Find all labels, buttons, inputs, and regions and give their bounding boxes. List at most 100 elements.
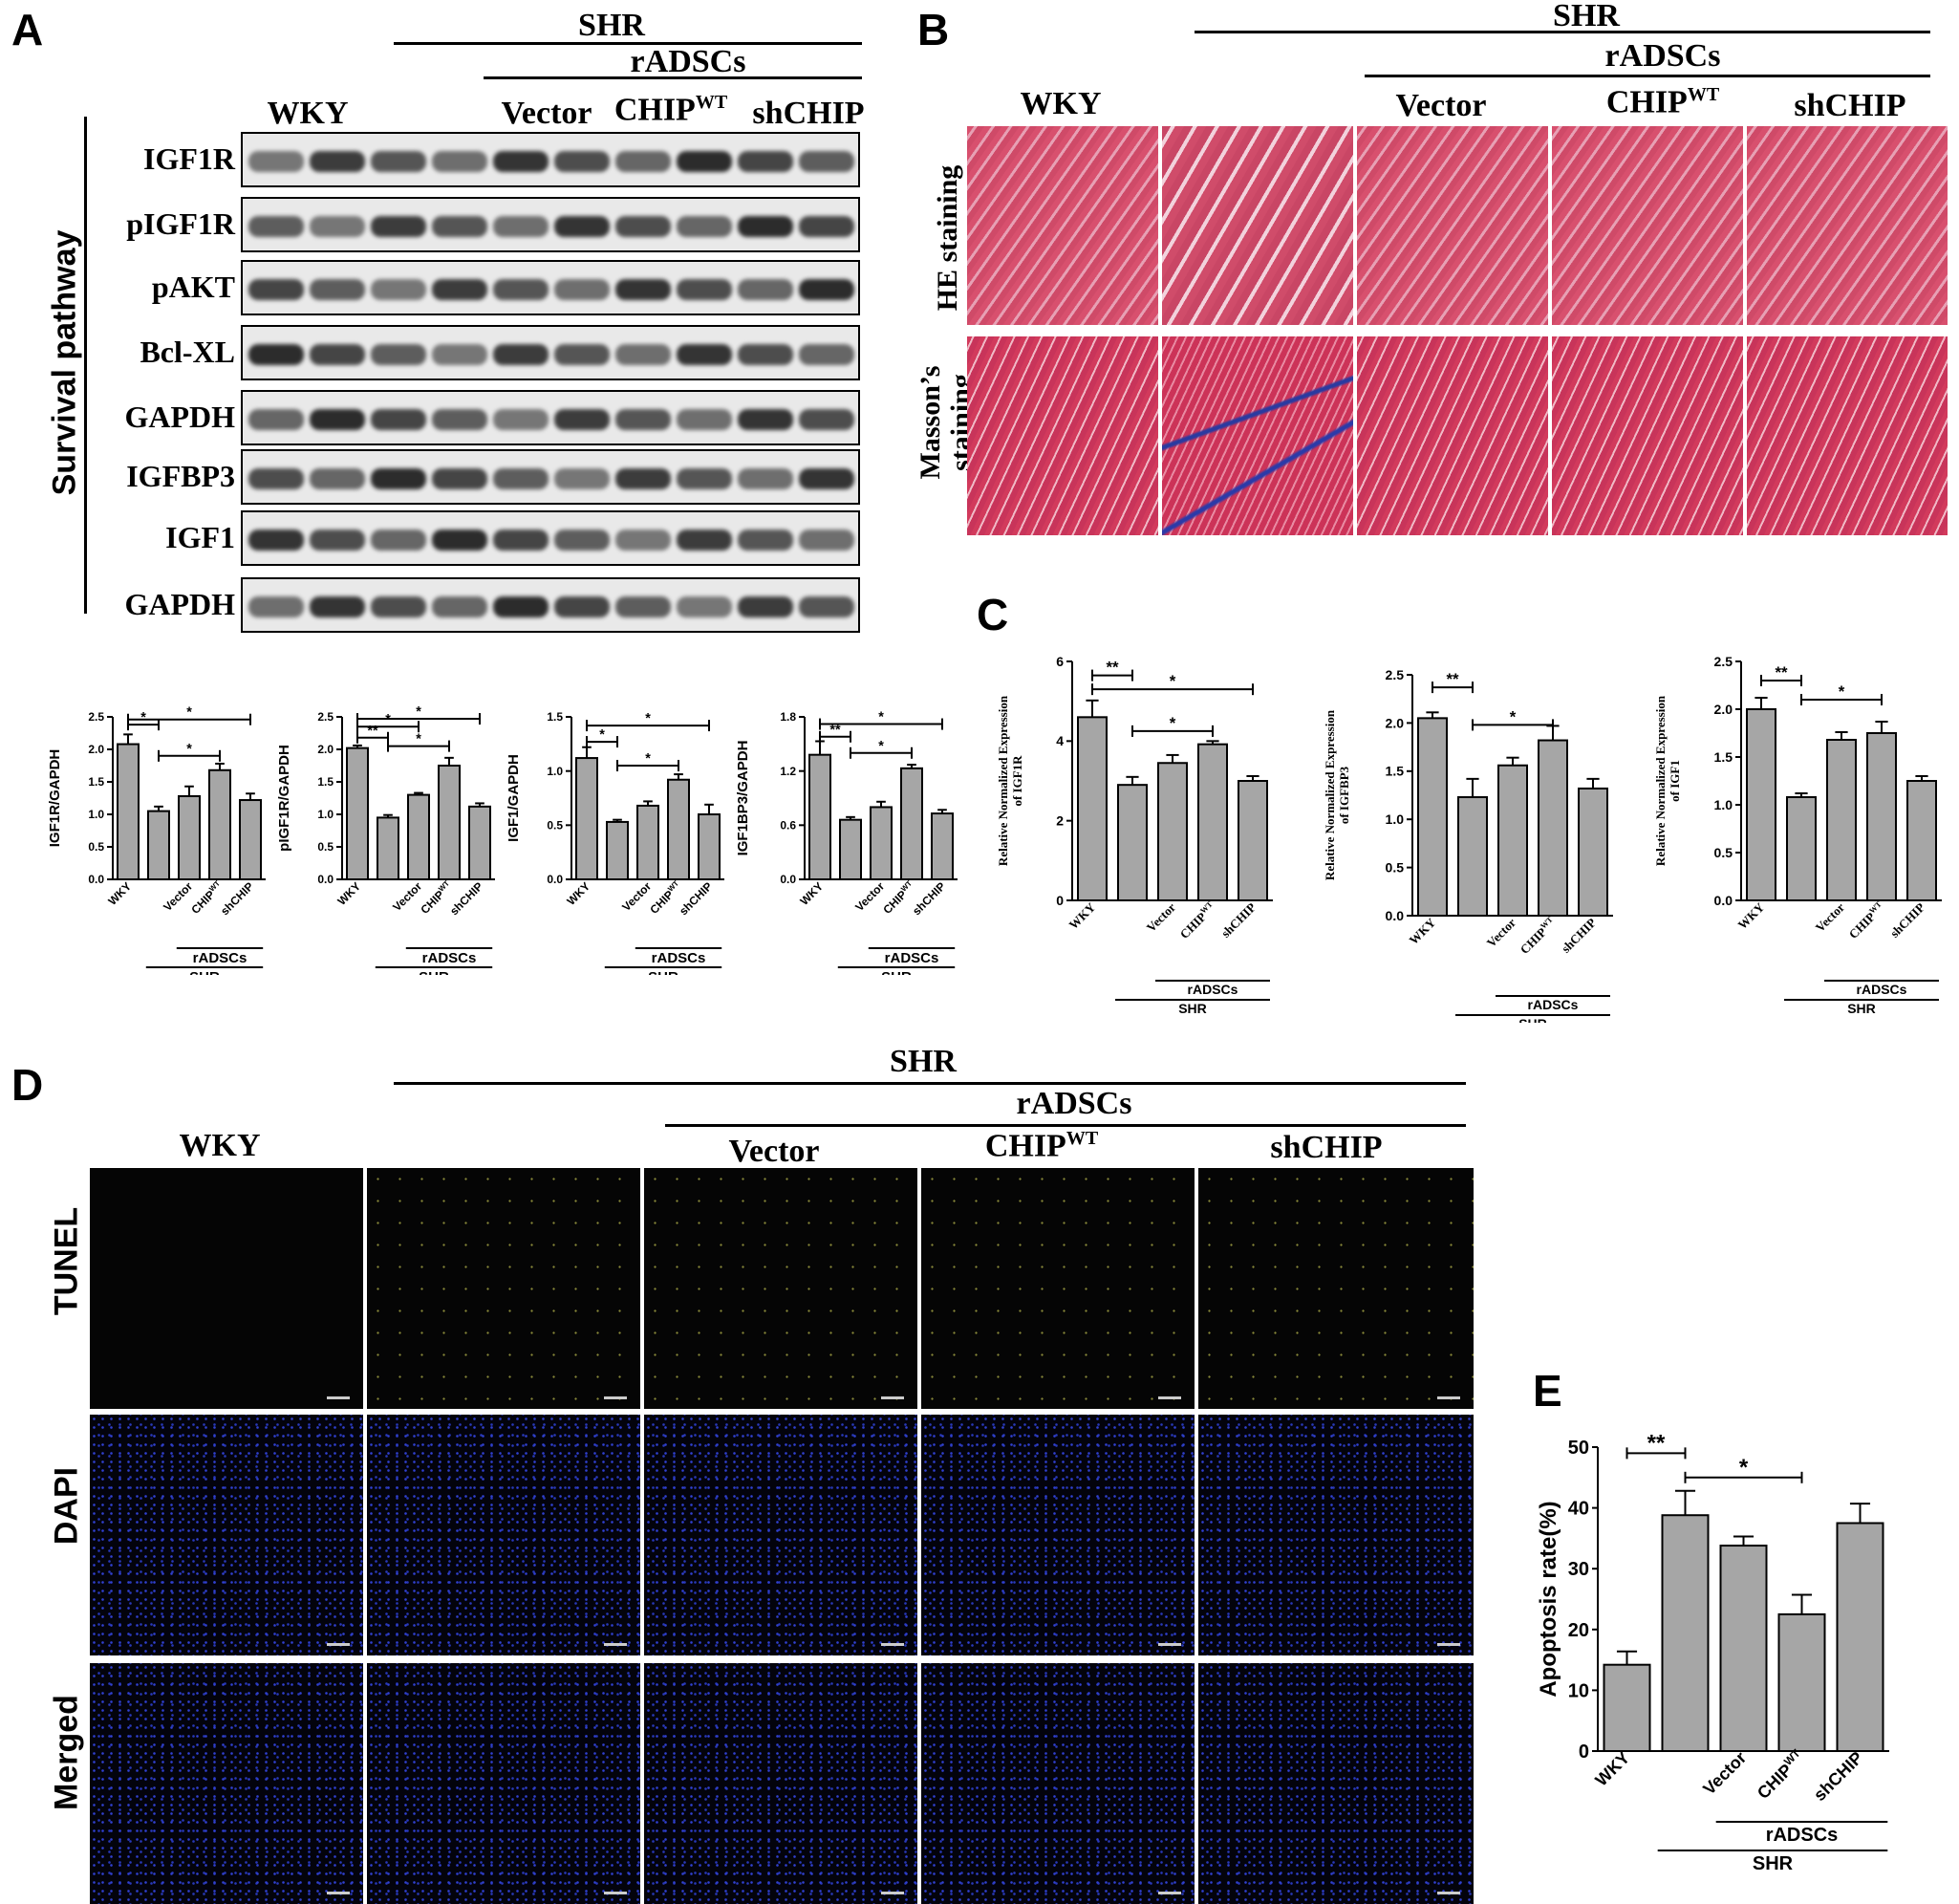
blot-band (799, 151, 854, 172)
y-tick-label: 1.0 (1386, 811, 1405, 827)
blot-gapdh (241, 390, 860, 445)
sig-star: ** (1106, 659, 1119, 677)
x-tick-label: WKY (1735, 899, 1768, 932)
chipwt-label-b: CHIPWT (1605, 84, 1720, 120)
masson-shchip-image (1747, 336, 1948, 535)
scale-bar (881, 1396, 904, 1399)
bar-3 (900, 767, 923, 880)
masson-shr-image (1162, 336, 1353, 535)
bar-0 (1603, 1663, 1651, 1752)
blot-band (615, 596, 671, 617)
blot-band (432, 530, 487, 551)
scale-bar (1437, 1396, 1460, 1399)
dapi-chipwt-image (921, 1415, 1195, 1655)
blot-band (493, 279, 549, 300)
bar-2 (1719, 1545, 1768, 1752)
scale-bar (1158, 1396, 1181, 1399)
blot-band (677, 530, 732, 551)
shr-group-label: SHR (419, 969, 449, 975)
y-axis-label-line1: Relative Normalized Expression (996, 695, 1010, 866)
blot-band (371, 596, 426, 617)
blot-band (248, 344, 304, 365)
radscs-line-a (484, 76, 862, 79)
y-tick-label: 50 (1568, 1438, 1589, 1459)
sig-star: * (645, 711, 651, 726)
y-tick-label: 1.5 (547, 710, 563, 724)
y-tick-label: 0 (1056, 893, 1064, 908)
y-tick-label: 0.0 (88, 873, 104, 886)
scale-bar (1158, 1643, 1181, 1646)
y-tick-label: 1.5 (1714, 749, 1733, 765)
bar-4 (1906, 780, 1937, 901)
chart-igfbp3-expression: 0.0 0.5 1.0 1.5 2.0 2.5 Relative Normalized Ex… (1323, 667, 1613, 1023)
radscs-group-label: rADSCs (1528, 997, 1579, 1012)
sig-star: * (416, 732, 421, 747)
sig-star: ** (829, 723, 841, 738)
vector-label-b: Vector (1395, 88, 1487, 123)
y-tick-label: 1.0 (317, 808, 334, 821)
panel-label-c: C (977, 590, 1009, 639)
shr-group-label: SHR (1753, 1853, 1794, 1874)
blot-band (799, 344, 854, 365)
dapi-wky-image (90, 1415, 363, 1655)
y-axis-label-line2: of IGF1R (1010, 755, 1024, 807)
x-tick-label: WKY (564, 879, 592, 908)
he-chipwt-image (1552, 126, 1743, 325)
shr-group-label: SHR (189, 969, 220, 975)
sig-star: * (1170, 672, 1176, 690)
chart-igf1r-expression: 0 2 4 6 Relative Normalized Expressionof IGF… (996, 654, 1273, 1016)
tunel-wky-image (90, 1168, 363, 1409)
y-tick-label: 1.0 (88, 808, 104, 821)
bar-1 (377, 816, 399, 880)
bar-4 (1238, 780, 1268, 901)
y-tick-label: 0.5 (88, 840, 104, 854)
blot-band (371, 279, 426, 300)
y-tick-label: 0.0 (1386, 908, 1405, 923)
dapi-shchip-image (1198, 1415, 1474, 1655)
y-tick-label: 0.5 (547, 819, 563, 833)
merged-chipwt-image (921, 1663, 1195, 1904)
scale-bar (327, 1396, 350, 1399)
blot-band (738, 279, 793, 300)
blot-band (493, 468, 549, 489)
blot-band (615, 216, 671, 237)
blot-band (248, 409, 304, 430)
panel-label-d: D (11, 1060, 44, 1110)
sig-star: * (599, 727, 605, 743)
bar-0 (808, 753, 831, 880)
blot-band (493, 216, 549, 237)
blot-band (554, 468, 610, 489)
bar-1 (839, 818, 862, 881)
y-tick-label: 2.5 (1386, 667, 1405, 682)
blot-band (677, 216, 732, 237)
blot-band (799, 279, 854, 300)
y-tick-label: 2 (1056, 813, 1064, 829)
blot-band (738, 409, 793, 430)
blot-band (615, 344, 671, 365)
blot-band (432, 216, 487, 237)
shchip-label-a: shCHIP (752, 96, 865, 131)
bar-2 (1826, 739, 1857, 901)
bar-3 (208, 768, 231, 880)
x-tick-label: CHIPWT (1517, 914, 1560, 957)
radscs-group-label: rADSCs (193, 950, 248, 966)
tunel-shchip-image (1198, 1168, 1474, 1409)
bar-4 (698, 813, 721, 880)
radscs-label-d: rADSCs (1016, 1086, 1132, 1121)
blot-bcl-xl (241, 325, 860, 380)
bar-3 (1866, 732, 1897, 901)
blot-band (371, 216, 426, 237)
bar-1 (1457, 796, 1488, 918)
y-tick-label: 2.0 (317, 743, 334, 756)
x-tick-label: shCHIP (1810, 1748, 1866, 1805)
sig-star: * (186, 742, 192, 757)
sig-star: * (1510, 707, 1517, 725)
blot-band (738, 596, 793, 617)
x-tick-label: CHIPWT (1845, 898, 1888, 941)
shr-group-label: SHR (1518, 1016, 1547, 1023)
y-axis-label-line2: of IGFBP3 (1337, 766, 1351, 824)
blot-label-gapdh: GAPDH (124, 400, 235, 434)
blot-band (799, 216, 854, 237)
blot-band (248, 216, 304, 237)
blot-band (554, 344, 610, 365)
